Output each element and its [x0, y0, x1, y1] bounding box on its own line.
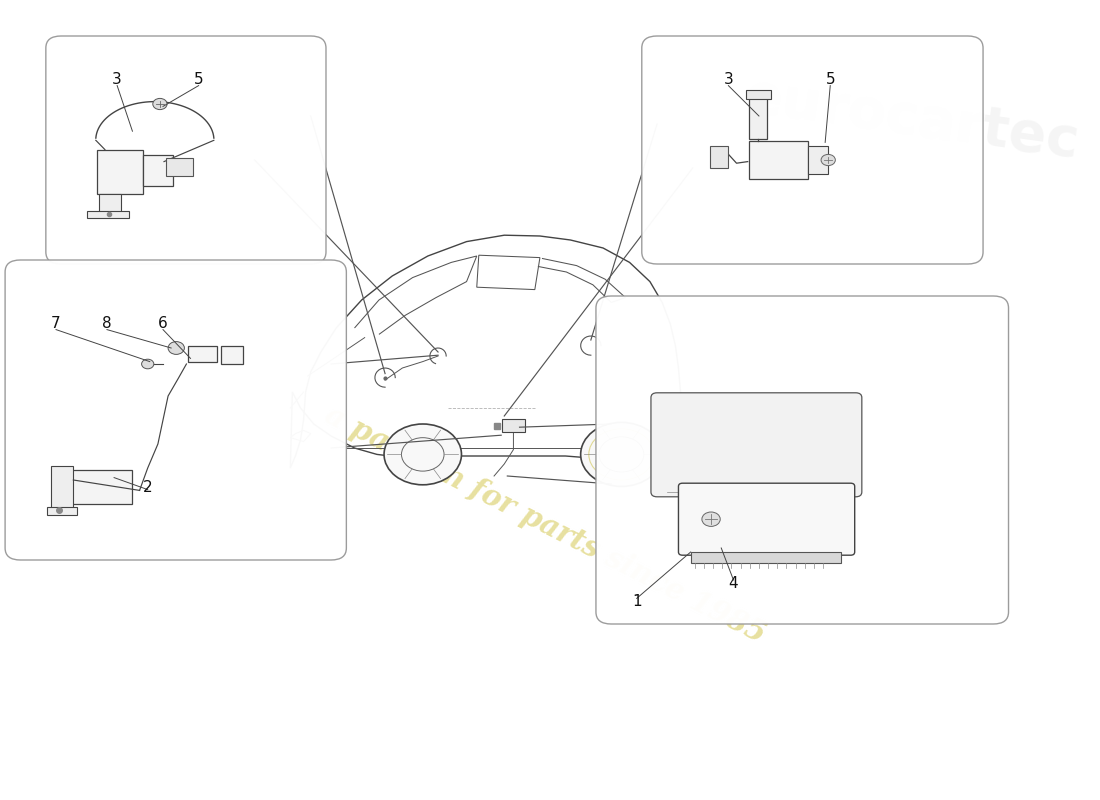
- FancyBboxPatch shape: [691, 552, 842, 563]
- Circle shape: [142, 359, 154, 369]
- Text: 7: 7: [52, 317, 60, 331]
- Text: 5: 5: [194, 73, 204, 87]
- FancyBboxPatch shape: [188, 346, 217, 362]
- FancyBboxPatch shape: [99, 194, 121, 216]
- Circle shape: [702, 512, 721, 526]
- Text: 4: 4: [728, 577, 738, 591]
- FancyBboxPatch shape: [87, 211, 130, 218]
- Bar: [503, 419, 525, 432]
- FancyBboxPatch shape: [69, 470, 132, 504]
- FancyBboxPatch shape: [221, 346, 243, 364]
- Text: 3: 3: [112, 73, 122, 87]
- Text: a passion for parts since 1985: a passion for parts since 1985: [320, 400, 770, 648]
- FancyBboxPatch shape: [6, 260, 346, 560]
- FancyBboxPatch shape: [143, 155, 173, 186]
- Circle shape: [168, 342, 185, 354]
- Text: eurocartec: eurocartec: [741, 70, 1082, 170]
- Circle shape: [581, 422, 662, 486]
- FancyBboxPatch shape: [46, 36, 326, 264]
- Circle shape: [384, 424, 462, 485]
- Circle shape: [153, 98, 167, 110]
- FancyBboxPatch shape: [166, 158, 192, 176]
- FancyBboxPatch shape: [47, 507, 77, 515]
- FancyBboxPatch shape: [651, 393, 861, 497]
- FancyBboxPatch shape: [679, 483, 855, 555]
- Circle shape: [821, 154, 835, 166]
- FancyBboxPatch shape: [749, 95, 767, 139]
- Text: 2: 2: [143, 481, 153, 495]
- FancyBboxPatch shape: [97, 150, 143, 194]
- FancyBboxPatch shape: [749, 141, 807, 179]
- Text: 5: 5: [825, 73, 835, 87]
- FancyBboxPatch shape: [746, 90, 771, 99]
- Text: 6: 6: [158, 317, 168, 331]
- Text: 3: 3: [724, 73, 734, 87]
- Text: 1: 1: [631, 594, 641, 609]
- FancyBboxPatch shape: [596, 296, 1009, 624]
- FancyBboxPatch shape: [51, 466, 74, 510]
- FancyBboxPatch shape: [807, 146, 828, 174]
- FancyBboxPatch shape: [710, 146, 728, 168]
- FancyBboxPatch shape: [641, 36, 983, 264]
- Text: 8: 8: [102, 317, 112, 331]
